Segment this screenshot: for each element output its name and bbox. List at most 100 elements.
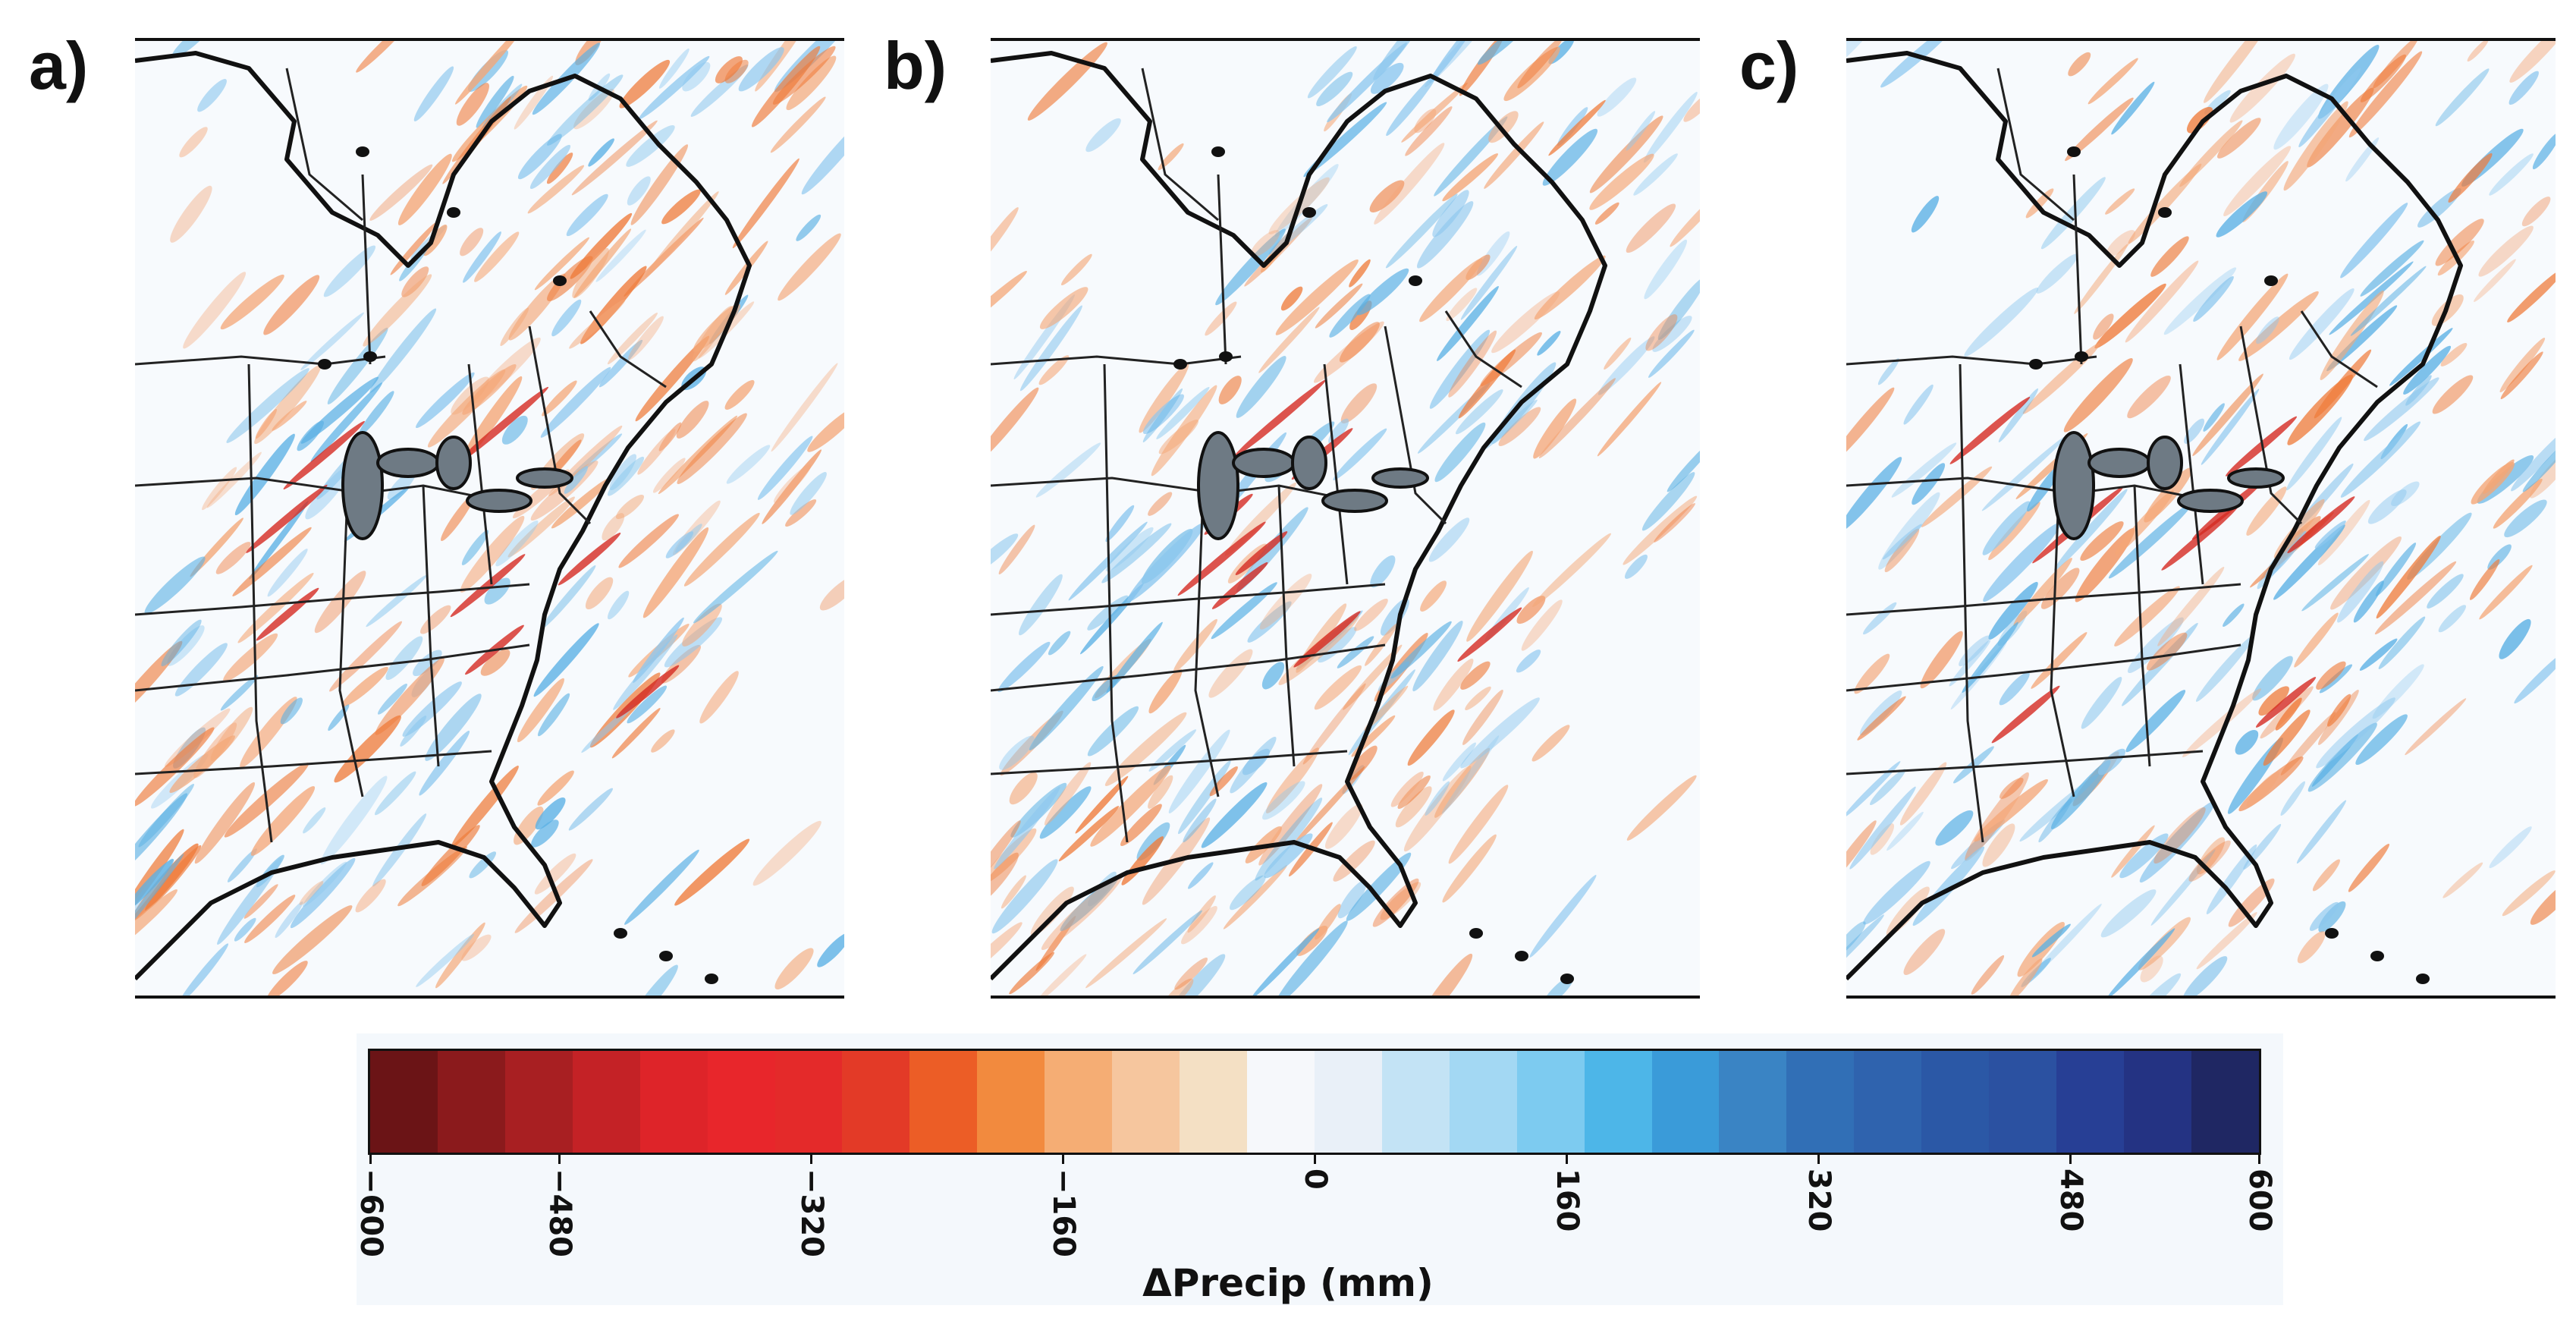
colorbar-tick	[369, 1153, 372, 1164]
precip-increase-streak	[1356, 268, 1409, 316]
precip-decrease-streak	[421, 825, 480, 886]
precip-decrease-streak	[283, 420, 365, 490]
precip-decrease-streak	[1390, 771, 1424, 807]
precip-decrease-streak	[2093, 313, 2114, 340]
precip-increase-streak	[2040, 177, 2106, 250]
great-lake	[2227, 467, 2285, 489]
precip-decrease-streak	[551, 477, 612, 529]
precip-increase-streak	[2081, 677, 2122, 729]
precip-increase-streak	[1390, 621, 1452, 679]
precip-increase-streak	[2150, 849, 2216, 926]
precip-decrease-streak	[770, 96, 826, 153]
precip-increase-streak	[2489, 153, 2534, 196]
precip-increase-streak	[2532, 131, 2556, 170]
precip-decrease-streak	[2111, 825, 2155, 878]
island	[553, 275, 567, 286]
precip-decrease-streak	[460, 228, 484, 256]
state-border	[2239, 326, 2303, 525]
map-panel-b	[991, 38, 1700, 999]
precip-decrease-streak	[546, 153, 573, 184]
precip-decrease-streak	[1035, 954, 1087, 999]
precip-decrease-streak	[1030, 886, 1074, 936]
precip-decrease-streak	[1604, 337, 1632, 370]
great-lake	[466, 489, 532, 513]
precip-decrease-streak	[375, 658, 445, 735]
precip-decrease-streak	[2316, 661, 2346, 690]
precip-increase-streak	[144, 556, 206, 615]
precip-decrease-streak	[2530, 877, 2556, 925]
precip-decrease-streak	[194, 782, 256, 864]
precip-decrease-streak	[616, 665, 680, 719]
precip-increase-streak	[135, 859, 174, 911]
precip-increase-streak	[413, 650, 442, 677]
map-background	[991, 38, 1700, 999]
island	[318, 359, 331, 370]
precip-decrease-streak	[1446, 288, 1478, 322]
precip-increase-streak	[1029, 665, 1104, 750]
precip-decrease-streak	[1405, 106, 1453, 156]
precip-increase-streak	[1667, 437, 1700, 492]
precip-decrease-streak	[2186, 106, 2213, 134]
precip-decrease-streak	[369, 164, 433, 221]
precip-increase-streak	[1328, 418, 1349, 444]
precip-increase-streak	[2273, 524, 2345, 600]
precip-decrease-streak	[785, 499, 817, 527]
colorbar-tick-label: 480	[2053, 1169, 2088, 1232]
precip-increase-streak	[300, 376, 379, 444]
precip-decrease-streak	[1466, 550, 1533, 642]
precip-increase-streak	[627, 685, 668, 724]
precip-increase-streak	[588, 138, 614, 167]
precip-decrease-streak	[1187, 895, 1216, 933]
precip-decrease-streak	[2348, 843, 2389, 892]
precip-decrease-streak	[1597, 382, 1662, 457]
precip-increase-streak	[267, 549, 308, 597]
precip-decrease-streak	[618, 514, 679, 568]
precip-decrease-streak	[329, 621, 402, 692]
precip-decrease-streak	[1340, 383, 1378, 424]
precip-decrease-streak	[455, 386, 549, 465]
precip-decrease-streak	[2314, 349, 2372, 419]
precip-decrease-streak	[786, 55, 837, 111]
precip-decrease-streak	[179, 127, 208, 158]
precip-increase-streak	[2182, 956, 2228, 999]
precip-increase-streak	[682, 61, 711, 92]
colorbar-tick-label: 160	[1550, 1169, 1585, 1232]
state-border	[422, 485, 440, 767]
precip-decrease-streak	[1233, 379, 1327, 458]
precip-increase-streak	[2318, 901, 2346, 933]
precip-increase-streak	[385, 636, 423, 681]
precip-decrease-streak	[2373, 38, 2419, 89]
precip-increase-streak	[1262, 781, 1305, 820]
precip-increase-streak	[1307, 46, 1357, 99]
panel-label-a: a)	[29, 28, 89, 103]
precip-increase-streak	[461, 530, 489, 565]
precip-decrease-streak	[2008, 958, 2043, 999]
island	[614, 928, 627, 939]
precip-decrease-streak	[1886, 886, 1930, 936]
precip-increase-streak	[413, 66, 454, 121]
precip-decrease-streak	[1058, 806, 1120, 862]
precip-decrease-streak	[255, 409, 278, 439]
precip-decrease-streak	[1538, 378, 1616, 458]
state-border	[2179, 363, 2204, 585]
precip-decrease-streak	[651, 729, 675, 753]
precip-increase-streak	[1981, 435, 2067, 511]
precip-decrease-streak	[500, 307, 529, 347]
precip-increase-streak	[377, 684, 407, 715]
precip-increase-streak	[2499, 618, 2531, 659]
precip-increase-streak	[533, 623, 599, 697]
precip-decrease-streak	[2493, 478, 2543, 529]
precip-decrease-streak	[2223, 146, 2292, 216]
state-border	[1194, 492, 1220, 797]
precip-decrease-streak	[1075, 775, 1129, 834]
precip-decrease-streak	[1346, 745, 1378, 782]
precip-increase-streak	[2364, 377, 2439, 442]
precip-decrease-streak	[1085, 918, 1167, 989]
precip-increase-streak	[2329, 261, 2414, 335]
precip-decrease-streak	[1419, 258, 1483, 322]
state-border	[2133, 485, 2151, 767]
precip-increase-streak	[1183, 798, 1217, 843]
precip-decrease-streak	[1458, 349, 1516, 419]
state-border	[1996, 68, 2075, 222]
precip-decrease-streak	[356, 38, 411, 73]
